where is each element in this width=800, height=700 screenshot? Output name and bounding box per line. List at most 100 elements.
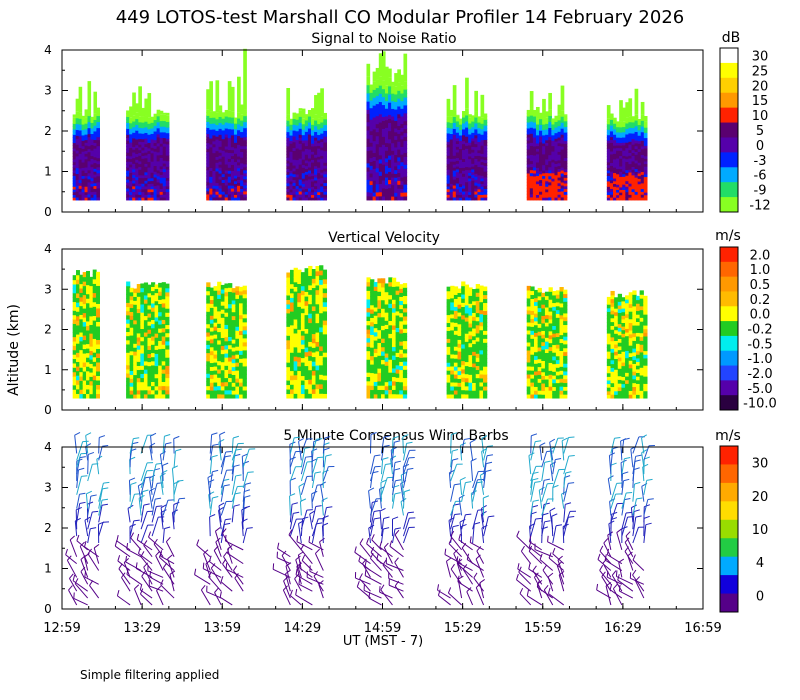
vv-cell <box>228 348 233 354</box>
snr-cell <box>295 142 300 146</box>
snr-cell <box>535 123 540 128</box>
snr-cell <box>628 185 633 190</box>
snr-cell <box>317 164 321 168</box>
snr-cell <box>159 128 164 133</box>
vv-cell <box>384 369 389 374</box>
snr-cell <box>474 161 479 165</box>
snr-cell <box>480 175 485 179</box>
snr-cell <box>545 136 549 141</box>
snr-cell <box>90 130 95 135</box>
vv-cell <box>209 354 215 360</box>
snr-cell <box>548 118 552 123</box>
snr-cell <box>90 197 95 201</box>
snr-cell <box>545 188 549 193</box>
snr-cell <box>75 138 80 142</box>
vv-cell <box>461 364 466 370</box>
snr-cell <box>289 180 294 185</box>
snr-cell <box>129 188 133 193</box>
snr-cell <box>384 111 389 117</box>
snr-cell <box>388 89 392 95</box>
snr-cell <box>165 194 170 198</box>
snr-cell <box>462 137 466 142</box>
snr-cell <box>87 172 92 177</box>
snr-cell <box>477 166 482 170</box>
vv-cell <box>220 288 226 294</box>
snr-cell <box>529 148 534 152</box>
vv-cell <box>304 384 309 390</box>
vv-cell <box>464 337 470 342</box>
snr-cell <box>471 154 475 159</box>
snr-cell <box>366 63 371 77</box>
snr-cell <box>375 83 380 89</box>
vv-cell <box>72 279 77 285</box>
snr-cell <box>153 133 158 138</box>
vv-cell <box>319 307 324 314</box>
snr-cell <box>301 120 306 125</box>
snr-cell <box>212 164 217 168</box>
vv-cell <box>315 393 320 399</box>
snr-cell <box>233 117 238 121</box>
snr-cell <box>458 164 463 168</box>
snr-cell <box>548 175 552 180</box>
snr-cell <box>548 187 552 192</box>
snr-cell <box>301 108 306 119</box>
snr-cell <box>384 108 389 113</box>
snr-cell <box>465 172 469 177</box>
snr-cell <box>637 167 642 171</box>
snr-cell <box>625 144 630 149</box>
snr-cell <box>147 194 152 198</box>
snr-cell <box>545 164 549 168</box>
snr-cell <box>619 145 623 149</box>
vv-cell <box>79 389 84 395</box>
snr-cell <box>640 143 645 147</box>
snr-cell <box>375 103 380 109</box>
snr-cell <box>480 177 485 182</box>
vv-cell <box>239 286 244 292</box>
vv-cell <box>402 373 408 379</box>
snr-cell <box>87 166 92 171</box>
snr-cell <box>206 184 210 189</box>
vv-cell <box>72 327 77 333</box>
snr-cell <box>237 196 241 201</box>
snr-cell <box>129 169 133 173</box>
snr-cell <box>372 81 377 86</box>
snr-cell <box>317 186 321 190</box>
snr-cell <box>206 163 210 168</box>
snr-cell <box>141 163 146 168</box>
snr-cell <box>135 103 139 113</box>
snr-cell <box>381 152 386 157</box>
snr-cell <box>446 174 451 179</box>
vv-cell <box>76 379 80 385</box>
snr-cell <box>388 114 392 119</box>
vv-cell <box>154 373 159 379</box>
vv-cell <box>220 373 226 379</box>
vv-cell <box>297 297 302 303</box>
snr-cell <box>446 185 451 190</box>
vv-cell <box>311 310 317 316</box>
vv-cell <box>453 385 459 391</box>
snr-cell <box>153 176 158 181</box>
snr-cell <box>369 142 374 147</box>
snr-cell <box>616 160 620 164</box>
snr-cell <box>535 142 540 147</box>
snr-cell <box>643 124 648 128</box>
snr-cell <box>84 188 89 193</box>
snr-cell <box>465 130 469 134</box>
snr-cell <box>631 127 636 131</box>
snr-cell <box>613 128 617 132</box>
snr-cell <box>474 134 479 139</box>
snr-cell <box>480 164 485 168</box>
snr-cell <box>311 124 315 128</box>
vv-cell <box>537 382 542 387</box>
snr-cell <box>289 145 294 150</box>
snr-cell <box>78 182 83 186</box>
snr-cell <box>215 188 220 192</box>
snr-cell <box>159 194 164 198</box>
snr-cell <box>622 131 626 135</box>
snr-cell <box>126 176 130 180</box>
snr-cell <box>162 197 167 201</box>
vv-cell <box>468 318 473 324</box>
snr-cell <box>96 178 100 183</box>
snr-cell <box>622 157 626 162</box>
snr-cell <box>292 112 297 117</box>
